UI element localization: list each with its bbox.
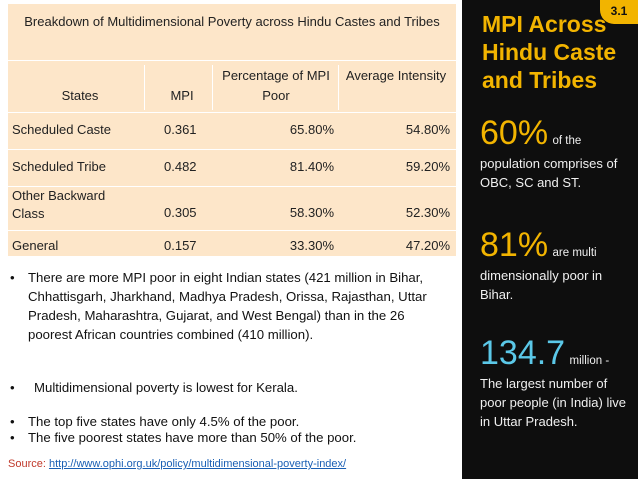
fact-body: The largest number of poor people (in In… — [480, 376, 626, 429]
table-divider — [8, 230, 456, 231]
table-cell-state: Other Backward Class — [12, 188, 106, 221]
slide-number-badge: 3.1 — [600, 0, 638, 24]
table-cell-state: Scheduled Tribe — [12, 159, 106, 174]
table-cell-state: General — [12, 238, 59, 253]
table-cell-mpi: 0.157 — [164, 238, 197, 253]
facts-panel — [462, 0, 638, 479]
header-intensity: Average Intensity — [345, 68, 447, 83]
bullet-icon: • — [10, 270, 15, 285]
fact-small-text: million - — [569, 355, 610, 367]
table-divider — [8, 186, 456, 187]
table-cell-intensity: 59.20% — [405, 159, 450, 174]
header-percentage: Percentage of MPI Poor — [222, 68, 330, 103]
fact-big-number: 60% — [480, 114, 549, 152]
table-cell-intensity: 54.80% — [405, 122, 450, 137]
table-divider — [8, 60, 456, 61]
bullet-icon: • — [10, 414, 15, 429]
table-cell-intensity: 52.30% — [405, 205, 450, 220]
source-link[interactable]: http://www.ophi.org.uk/policy/multidimen… — [48, 458, 347, 470]
header-mpi: MPI — [170, 88, 194, 103]
table-vline — [144, 65, 145, 110]
fact-big-number: 81% — [480, 226, 549, 264]
fact-small-text: of the — [552, 135, 582, 147]
fact-big-number: 134.7 — [480, 334, 566, 372]
table-divider — [8, 112, 456, 113]
fact-body: population comprises of OBC, SC and ST. — [480, 156, 618, 190]
table-cell-percentage: 58.30% — [289, 205, 334, 220]
table-cell-mpi: 0.482 — [164, 159, 197, 174]
table-cell-percentage: 81.40% — [289, 159, 334, 174]
table-vline — [338, 65, 339, 110]
table-cell-percentage: 65.80% — [289, 122, 334, 137]
fact-block: 134.7 million - The largest number of po… — [480, 334, 630, 431]
table-title: Breakdown of Multidimensional Poverty ac… — [24, 14, 440, 29]
table-cell-mpi: 0.361 — [164, 122, 197, 137]
table-cell-state: Scheduled Caste — [12, 122, 112, 137]
fact-small-text: are multi — [552, 247, 597, 259]
source-label: Source: — [8, 458, 49, 470]
fact-block: 81% are multi dimensionally poor in Biha… — [480, 226, 630, 304]
bullet-icon: • — [10, 380, 15, 395]
source-line: Source: http://www.ophi.org.uk/policy/mu… — [8, 458, 346, 470]
table-cell-mpi: 0.305 — [164, 205, 197, 220]
fact-block: 60% of the population comprises of OBC, … — [480, 114, 630, 192]
fact-body: dimensionally poor in Bihar. — [480, 268, 603, 302]
panel-title: MPI Across Hindu Caste and Tribes — [482, 11, 617, 93]
table-cell-intensity: 47.20% — [405, 238, 450, 253]
table-vline — [212, 65, 213, 110]
bullet-icon: • — [10, 430, 15, 445]
header-states: States — [61, 88, 99, 103]
mpi-table: Breakdown of Multidimensional Poverty ac… — [8, 4, 456, 256]
table-cell-percentage: 33.30% — [289, 238, 334, 253]
table-divider — [8, 149, 456, 150]
